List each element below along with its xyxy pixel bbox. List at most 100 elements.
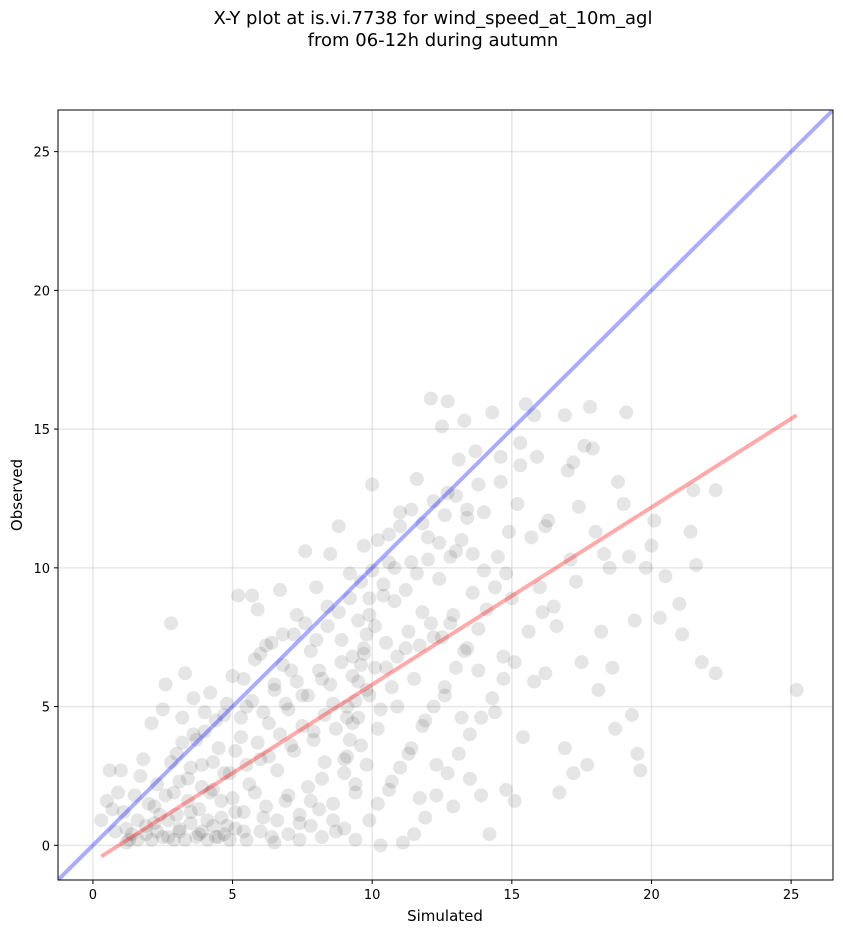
data-point — [513, 458, 528, 473]
data-point — [415, 605, 430, 620]
data-point — [435, 419, 450, 434]
data-point — [256, 810, 271, 825]
data-point — [538, 519, 553, 534]
data-point — [404, 555, 419, 570]
data-point — [155, 829, 170, 844]
data-point — [395, 835, 410, 850]
data-point — [622, 549, 637, 564]
data-point — [390, 699, 405, 714]
data-point — [261, 749, 276, 764]
data-point — [270, 763, 285, 778]
data-point — [437, 508, 452, 523]
data-point — [192, 802, 207, 817]
data-point — [172, 774, 187, 789]
data-point — [314, 771, 329, 786]
data-point — [197, 724, 212, 739]
data-point — [328, 721, 343, 736]
data-point — [326, 813, 341, 828]
data-point — [303, 818, 318, 833]
data-point — [247, 785, 262, 800]
data-point — [183, 816, 198, 831]
data-point — [652, 610, 667, 625]
data-point — [306, 732, 321, 747]
data-point — [454, 710, 469, 725]
data-point — [429, 788, 444, 803]
x-tick-label: 5 — [228, 888, 236, 903]
data-point — [404, 502, 419, 517]
data-point — [342, 591, 357, 606]
data-point — [323, 546, 338, 561]
data-point — [208, 713, 223, 728]
data-point — [476, 505, 491, 520]
data-point — [158, 677, 173, 692]
data-point — [672, 596, 687, 611]
data-point — [571, 499, 586, 514]
data-point — [239, 832, 254, 847]
data-point — [448, 660, 463, 675]
data-point — [225, 791, 240, 806]
data-point — [183, 760, 198, 775]
data-point — [348, 777, 363, 792]
data-point — [432, 571, 447, 586]
y-tick-label: 0 — [42, 839, 50, 854]
x-tick-label: 15 — [504, 888, 521, 903]
data-point — [281, 788, 296, 803]
data-point — [312, 663, 327, 678]
data-point — [435, 630, 450, 645]
data-point — [206, 818, 220, 833]
data-point — [381, 782, 396, 797]
data-point — [286, 627, 301, 642]
data-point — [217, 827, 232, 842]
data-point — [462, 727, 477, 742]
data-point — [502, 524, 517, 539]
data-point — [521, 624, 536, 639]
data-point — [286, 743, 301, 758]
data-point — [619, 405, 634, 420]
data-point — [379, 660, 394, 675]
data-point — [658, 569, 673, 584]
data-point — [390, 649, 405, 664]
data-point — [203, 785, 218, 800]
data-point — [574, 655, 589, 670]
data-point — [359, 627, 374, 642]
data-point — [219, 818, 234, 833]
data-point — [451, 746, 466, 761]
data-point — [359, 757, 374, 772]
data-point — [541, 513, 556, 528]
data-point — [354, 657, 369, 672]
data-point — [267, 677, 282, 692]
chart-title-block: X-Y plot at is.vi.7738 for wind_speed_at… — [0, 8, 843, 52]
data-point — [451, 452, 466, 467]
data-point — [476, 563, 491, 578]
data-point — [393, 519, 408, 534]
data-point — [342, 732, 357, 747]
data-point — [150, 777, 165, 792]
data-point — [362, 608, 377, 623]
data-point — [471, 621, 486, 636]
data-point — [421, 552, 436, 567]
data-point — [683, 524, 698, 539]
data-point — [94, 813, 109, 828]
data-point — [686, 483, 701, 498]
data-point — [161, 813, 176, 828]
data-point — [488, 705, 503, 720]
grid — [58, 110, 833, 880]
data-point — [178, 832, 193, 847]
data-point — [186, 691, 201, 706]
data-point — [524, 530, 539, 545]
data-point — [144, 832, 159, 847]
data-point — [228, 821, 243, 836]
data-point — [328, 824, 343, 839]
data-point — [200, 832, 215, 847]
data-point — [644, 538, 659, 553]
data-points — [94, 391, 804, 853]
data-point — [147, 816, 162, 831]
data-point — [630, 746, 645, 761]
data-point — [557, 741, 572, 756]
data-point — [208, 829, 223, 844]
data-point — [320, 619, 335, 634]
data-point — [448, 544, 463, 559]
reference-lines — [58, 110, 833, 880]
data-point — [214, 793, 229, 808]
data-point — [320, 599, 335, 614]
